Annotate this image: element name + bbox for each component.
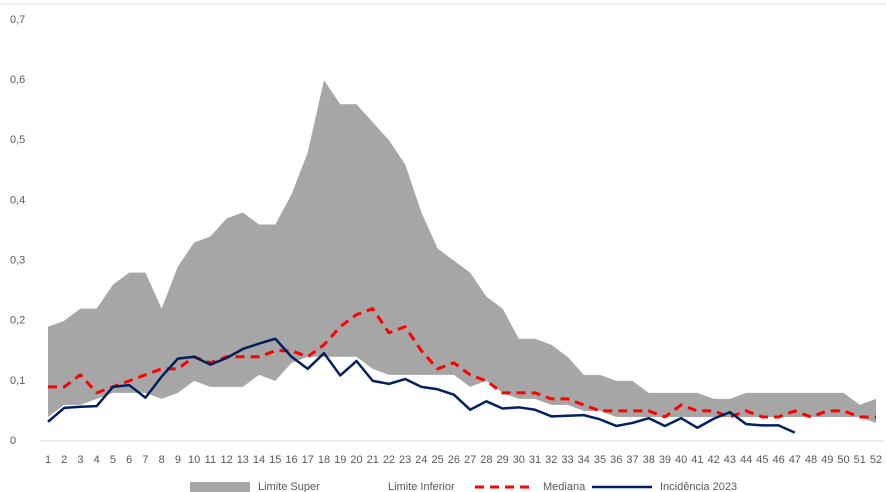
x-tick-label: 50 — [837, 454, 849, 466]
x-tick-label: 44 — [740, 454, 752, 466]
legend-label: Limite Inferior — [388, 481, 455, 492]
x-tick-label: 4 — [94, 454, 100, 466]
x-tick-label: 19 — [334, 454, 346, 466]
x-tick-label: 10 — [188, 454, 200, 466]
x-tick-label: 13 — [237, 454, 249, 466]
y-tick-label: 0,3 — [10, 254, 25, 266]
legend-swatch — [320, 482, 380, 492]
x-tick-label: 18 — [318, 454, 330, 466]
x-tick-label: 34 — [578, 454, 590, 466]
x-tick-label: 25 — [432, 454, 444, 466]
x-tick-label: 42 — [708, 454, 720, 466]
x-tick-label: 31 — [529, 454, 541, 466]
x-tick-label: 1 — [45, 454, 51, 466]
x-tick-label: 7 — [142, 454, 148, 466]
x-tick-label: 36 — [610, 454, 622, 466]
x-tick-label: 43 — [724, 454, 736, 466]
x-tick-label: 2 — [61, 454, 67, 466]
x-tick-label: 23 — [399, 454, 411, 466]
legend-item: Mediana — [475, 481, 586, 492]
line — [47, 337, 796, 434]
y-tick-label: 0,2 — [10, 315, 25, 327]
y-tick-label: 0,5 — [10, 134, 25, 146]
legend-label: Limite Superior — [258, 481, 332, 492]
x-tick-label: 11 — [205, 454, 216, 466]
x-tick-label: 29 — [496, 454, 508, 466]
x-tick-label: 41 — [691, 454, 703, 466]
x-tick-label: 32 — [545, 454, 557, 466]
area — [48, 80, 876, 442]
x-tick-label: 6 — [126, 454, 132, 466]
legend-swatch — [190, 482, 250, 492]
x-tick-label: 9 — [175, 454, 181, 466]
x-tick-label: 35 — [594, 454, 606, 466]
x-tick-label: 51 — [854, 454, 866, 466]
legend-item: Limite Superior — [190, 481, 332, 492]
x-tick-label: 15 — [269, 454, 281, 466]
y-tick-label: 0,1 — [10, 375, 25, 387]
y-tick-label: 0,6 — [10, 74, 25, 86]
x-tick-label: 46 — [772, 454, 784, 466]
x-tick-label: 27 — [464, 454, 476, 466]
legend-item: Incidência 2023 — [592, 481, 737, 492]
x-tick-label: 3 — [77, 454, 83, 466]
x-tick-label: 28 — [480, 454, 492, 466]
legend-label: Mediana — [543, 481, 586, 492]
x-tick-label: 38 — [643, 454, 655, 466]
x-tick-label: 5 — [110, 454, 116, 466]
x-tick-label: 8 — [159, 454, 165, 466]
x-tick-label: 26 — [448, 454, 460, 466]
x-tick-label: 49 — [821, 454, 833, 466]
x-tick-label: 22 — [383, 454, 395, 466]
x-tick-label: 21 — [367, 454, 379, 466]
x-tick-label: 17 — [302, 454, 314, 466]
x-tick-label: 40 — [675, 454, 687, 466]
legend-label: Incidência 2023 — [660, 481, 737, 492]
x-tick-label: 47 — [789, 454, 801, 466]
x-tick-label: 39 — [659, 454, 671, 466]
x-tick-label: 12 — [220, 454, 232, 466]
x-tick-label: 16 — [285, 454, 297, 466]
line — [48, 307, 876, 419]
x-tick-label: 30 — [513, 454, 525, 466]
y-tick-label: 0,7 — [10, 14, 25, 26]
x-tick-label: 24 — [415, 454, 427, 466]
x-tick-label: 48 — [805, 454, 817, 466]
area — [48, 356, 876, 441]
y-tick-label: 0,4 — [10, 194, 25, 206]
legend-item: Limite Inferior — [320, 481, 455, 492]
x-tick-label: 14 — [253, 454, 265, 466]
x-tick-label: 33 — [561, 454, 573, 466]
x-tick-label: 37 — [626, 454, 638, 466]
y-tick-label: 0 — [10, 435, 16, 447]
x-tick-label: 45 — [756, 454, 768, 466]
x-tick-label: 20 — [350, 454, 362, 466]
x-tick-label: 52 — [870, 454, 882, 466]
